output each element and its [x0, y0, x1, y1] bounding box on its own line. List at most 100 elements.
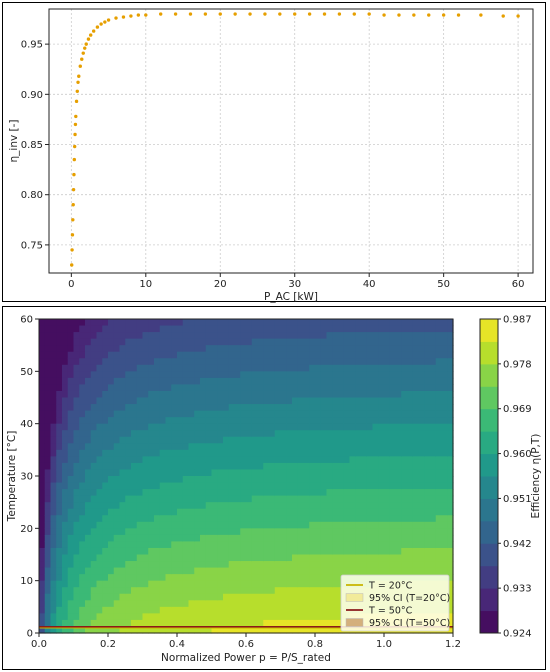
- heatmap-cell: [326, 541, 333, 549]
- heatmap-cell: [338, 417, 345, 425]
- heatmap-cell: [56, 404, 63, 412]
- heatmap-cell: [447, 364, 454, 372]
- heatmap-cell: [113, 521, 121, 529]
- heatmap-cell: [56, 410, 63, 418]
- heatmap-cell: [217, 561, 224, 569]
- heatmap-cell: [44, 345, 52, 353]
- heatmap-cell: [240, 515, 247, 523]
- heatmap-cell: [44, 332, 52, 340]
- heatmap-cell: [430, 404, 437, 412]
- heatmap-cell: [240, 495, 247, 503]
- heatmap-cell: [39, 436, 46, 444]
- heatmap-cell: [251, 390, 259, 399]
- heatmap-cell: [418, 410, 425, 418]
- heatmap-cell: [165, 554, 172, 562]
- heatmap-cell: [50, 567, 57, 575]
- heatmap-cell: [378, 384, 385, 392]
- heatmap-cell: [211, 476, 218, 484]
- heatmap-cell: [384, 449, 391, 457]
- heatmap-cell: [39, 495, 46, 503]
- heatmap-cell: [435, 371, 443, 379]
- heatmap-cell: [430, 423, 437, 431]
- heatmap-cell: [332, 593, 339, 601]
- heatmap-cell: [67, 502, 75, 510]
- heatmap-cell: [200, 430, 207, 438]
- heatmap-cell: [159, 443, 167, 451]
- heatmap-cell: [378, 528, 385, 536]
- heatmap-cell: [56, 521, 63, 529]
- heatmap-cell: [154, 430, 161, 438]
- heatmap-cell: [119, 390, 126, 399]
- heatmap-cell: [136, 534, 144, 543]
- heatmap-cell: [234, 619, 241, 628]
- heatmap-cell: [165, 469, 172, 477]
- heatmap-cell: [39, 502, 46, 510]
- heatmap-cell: [338, 508, 345, 516]
- heatmap-cell: [182, 489, 190, 497]
- heatmap-cell: [44, 476, 52, 484]
- x-axis-label: P_AC [kW]: [264, 291, 318, 303]
- heatmap-cell: [102, 430, 109, 438]
- heatmap-cell: [205, 345, 213, 353]
- heatmap-cell: [378, 495, 385, 503]
- heatmap-cell: [194, 547, 201, 556]
- heatmap-cell: [274, 613, 282, 621]
- heatmap-cell: [418, 364, 425, 372]
- heatmap-cell: [90, 325, 98, 333]
- heatmap-cell: [263, 502, 270, 510]
- heatmap-cell: [309, 580, 316, 588]
- heatmap-cell: [263, 430, 270, 438]
- heatmap-cell: [292, 410, 299, 418]
- heatmap-cell: [292, 469, 299, 477]
- heatmap-cell: [292, 528, 299, 536]
- data-point: [74, 114, 78, 119]
- heatmap-cell: [108, 443, 115, 451]
- heatmap-cell: [441, 371, 448, 379]
- heatmap-cell: [165, 521, 172, 529]
- heatmap-cell: [384, 508, 391, 516]
- heatmap-cell: [39, 554, 46, 562]
- heatmap-cell: [424, 449, 431, 457]
- heatmap-cell: [240, 338, 247, 346]
- heatmap-cell: [315, 482, 322, 490]
- heatmap-cell: [240, 476, 247, 484]
- heatmap-cell: [332, 515, 339, 523]
- heatmap-cell: [274, 377, 282, 386]
- heatmap-cell: [303, 626, 310, 634]
- heatmap-cell: [338, 332, 345, 340]
- heatmap-cell: [269, 593, 276, 601]
- heatmap-cell: [246, 345, 253, 353]
- heatmap-cell: [136, 351, 144, 359]
- heatmap-cell: [435, 508, 443, 516]
- heatmap-cell: [240, 358, 247, 366]
- heatmap-cell: [240, 528, 247, 536]
- heatmap-cell: [90, 351, 98, 359]
- heatmap-cell: [142, 469, 149, 477]
- heatmap-cell: [200, 626, 207, 634]
- heatmap-cell: [263, 587, 270, 595]
- heatmap-cell: [263, 574, 270, 582]
- heatmap-cell: [407, 534, 414, 543]
- heatmap-cell: [292, 502, 299, 510]
- heatmap-cell: [246, 561, 253, 569]
- heatmap-cell: [246, 606, 253, 614]
- heatmap-cell: [108, 561, 115, 569]
- heatmap-cell: [297, 521, 305, 529]
- colorbar-tick-label: 0.987: [503, 315, 532, 326]
- heatmap-cell: [148, 443, 155, 451]
- heatmap-cell: [119, 377, 126, 386]
- heatmap-cell: [274, 502, 282, 510]
- heatmap-cell: [257, 495, 264, 503]
- heatmap-cell: [384, 469, 391, 477]
- heatmap-cell: [102, 423, 109, 431]
- heatmap-cell: [395, 371, 402, 379]
- heatmap-cell: [182, 541, 190, 549]
- heatmap-cell: [251, 528, 259, 536]
- heatmap-cell: [125, 443, 132, 451]
- heatmap-cell: [177, 515, 184, 523]
- heatmap-cell: [142, 593, 149, 601]
- heatmap-cell: [159, 358, 167, 366]
- heatmap-cell: [320, 600, 328, 608]
- heatmap-cell: [148, 325, 155, 333]
- heatmap-cell: [113, 397, 121, 405]
